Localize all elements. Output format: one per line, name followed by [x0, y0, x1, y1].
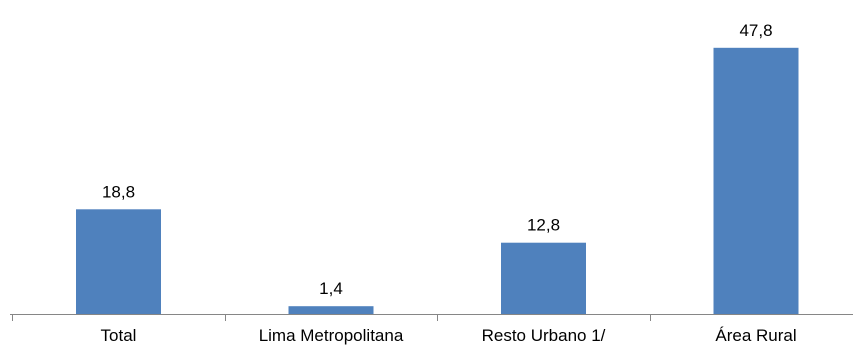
bar-total [76, 209, 161, 314]
bar-lima-metropolitana [288, 306, 374, 314]
category-label: Total [101, 326, 137, 345]
x-axis-ticks [12, 314, 651, 321]
data-labels-group: 18,8 1,4 12,8 47,8 [102, 21, 773, 298]
bars-group [76, 47, 799, 315]
bar-resto-urbano-1- [501, 242, 586, 314]
category-label: Resto Urbano 1/ [482, 326, 606, 345]
category-label: Área Rural [715, 326, 796, 345]
bar-área-rural [713, 47, 799, 315]
data-label: 12,8 [527, 216, 560, 235]
data-label: 47,8 [739, 21, 772, 40]
category-label: Lima Metropolitana [259, 326, 404, 345]
data-label: 1,4 [319, 279, 343, 298]
data-label: 18,8 [102, 182, 135, 201]
category-labels-group: Total Lima Metropolitana Resto Urbano 1/Ár… [101, 326, 797, 345]
